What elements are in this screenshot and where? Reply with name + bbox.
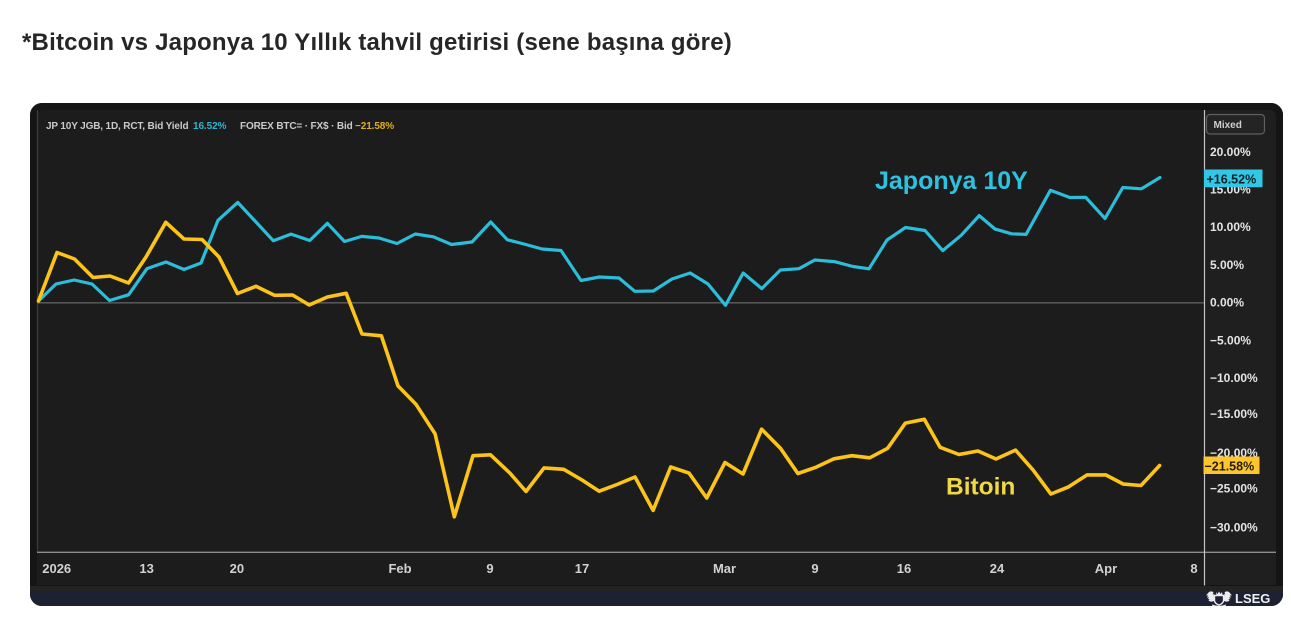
- svg-text:−21.58%: −21.58%: [355, 121, 394, 132]
- svg-text:JP 10Y JGB, 1D, RCT, Bid Yield: JP 10Y JGB, 1D, RCT, Bid Yield: [46, 121, 188, 132]
- svg-text:LSEG: LSEG: [1235, 591, 1270, 606]
- svg-text:9: 9: [811, 561, 818, 576]
- svg-text:Feb: Feb: [388, 561, 411, 576]
- svg-text:8: 8: [1190, 561, 1197, 576]
- svg-text:−10.00%: −10.00%: [1210, 371, 1258, 385]
- svg-text:16.52%: 16.52%: [193, 121, 227, 132]
- svg-text:0.00%: 0.00%: [1210, 296, 1244, 310]
- svg-text:Bitoin: Bitoin: [946, 474, 1015, 501]
- svg-text:24: 24: [990, 561, 1005, 576]
- svg-text:20: 20: [230, 561, 244, 576]
- svg-text:20.00%: 20.00%: [1210, 145, 1251, 159]
- svg-text:+16.52%: +16.52%: [1207, 172, 1257, 186]
- svg-text:17: 17: [575, 561, 589, 576]
- svg-text:Mixed: Mixed: [1214, 120, 1242, 131]
- svg-text:13: 13: [139, 561, 153, 576]
- svg-text:16: 16: [897, 561, 911, 576]
- svg-text:10.00%: 10.00%: [1210, 220, 1251, 234]
- svg-text:−15.00%: −15.00%: [1210, 407, 1258, 421]
- svg-text:9: 9: [486, 561, 493, 576]
- svg-text:−20.00%: −20.00%: [1210, 446, 1258, 460]
- svg-text:−25.00%: −25.00%: [1210, 482, 1258, 496]
- svg-text:−21.58%: −21.58%: [1205, 459, 1255, 473]
- svg-text:Mar: Mar: [713, 561, 736, 576]
- svg-text:−30.00%: −30.00%: [1210, 520, 1258, 534]
- svg-text:2026: 2026: [42, 561, 71, 576]
- svg-text:Japonya 10Y: Japonya 10Y: [875, 167, 1028, 195]
- svg-text:−5.00%: −5.00%: [1210, 333, 1251, 347]
- svg-text:Apr: Apr: [1095, 561, 1117, 576]
- svg-text:5.00%: 5.00%: [1210, 258, 1244, 272]
- svg-text:FOREX BTC= · FX$ · Bid: FOREX BTC= · FX$ · Bid: [240, 121, 353, 132]
